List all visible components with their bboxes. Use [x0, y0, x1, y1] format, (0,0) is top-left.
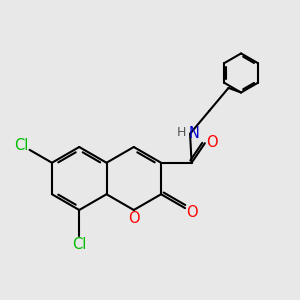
Text: N: N	[188, 126, 200, 141]
Text: O: O	[128, 211, 140, 226]
Text: H: H	[176, 126, 186, 139]
Text: O: O	[187, 205, 198, 220]
Text: Cl: Cl	[72, 237, 86, 252]
Text: O: O	[206, 134, 217, 149]
Text: Cl: Cl	[15, 138, 29, 153]
